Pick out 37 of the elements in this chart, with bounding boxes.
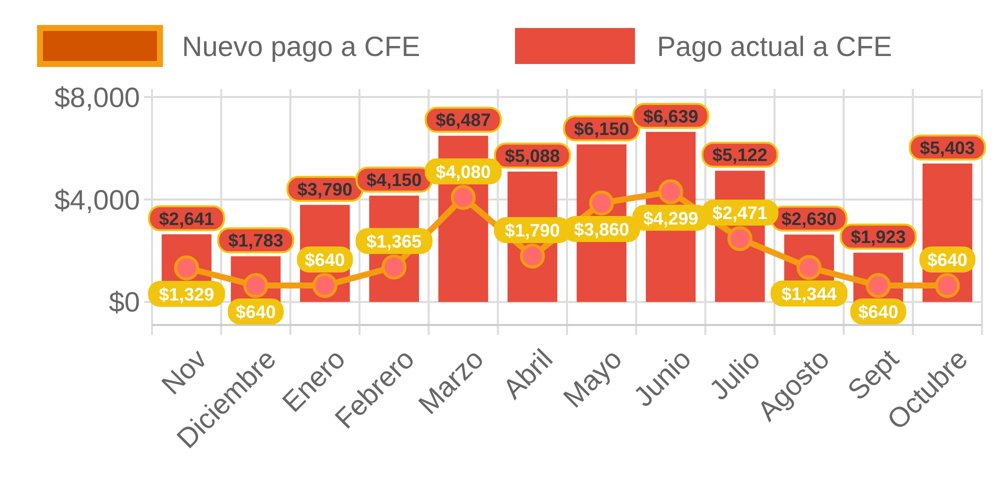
point	[934, 273, 960, 298]
y-tick-label: $0	[108, 286, 140, 318]
data-label: $6,639	[643, 106, 698, 126]
legend-label: Nuevo pago a CFE	[182, 30, 420, 62]
data-label: $5,403	[920, 138, 975, 158]
data-label: $640	[927, 250, 968, 270]
point	[382, 254, 407, 280]
data-label: $4,299	[643, 208, 698, 228]
data-label: $4,080	[436, 162, 491, 182]
data-label: $4,150	[366, 170, 422, 190]
data-label: $1,923	[850, 227, 906, 248]
data-label: $1,790	[504, 220, 560, 241]
data-label: $1,365	[366, 231, 422, 252]
data-label: $1,329	[159, 284, 214, 304]
data-label: $1,783	[228, 230, 284, 251]
data-label: $640	[236, 302, 276, 322]
y-tick-label: $4,000	[54, 184, 140, 216]
data-label: $3,790	[297, 179, 352, 200]
point	[727, 226, 752, 252]
data-label: $2,471	[712, 203, 768, 224]
data-label: $6,487	[436, 110, 491, 130]
legend-label: Pago actual a CFE	[657, 30, 892, 62]
data-label: $3,860	[574, 220, 630, 240]
y-tick-label: $8,000	[54, 82, 140, 113]
data-label: $1,344	[782, 284, 837, 304]
data-label: $5,122	[712, 145, 768, 166]
point	[520, 244, 545, 269]
data-label: $2,630	[782, 209, 837, 230]
point	[589, 190, 614, 216]
data-label: $2,641	[159, 208, 214, 229]
data-label: $5,088	[504, 146, 560, 166]
point	[450, 184, 476, 210]
point	[312, 273, 338, 298]
point	[658, 179, 684, 204]
data-label: $640	[858, 302, 898, 322]
data-label: $6,150	[574, 118, 630, 139]
data-label: $640	[304, 250, 345, 270]
